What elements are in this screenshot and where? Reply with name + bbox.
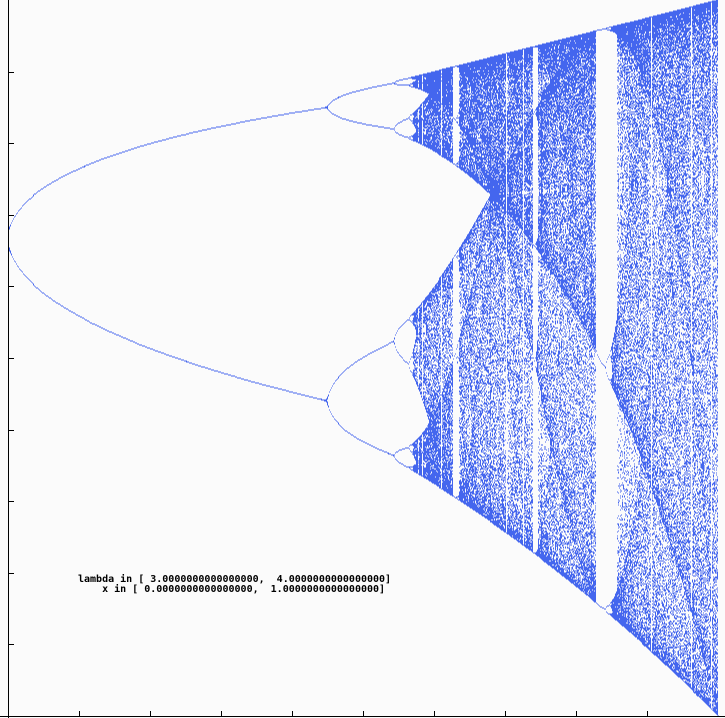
x-range-label: x in [ 0.0000000000000000, 1.00000000000… <box>78 584 386 595</box>
bifurcation-points <box>8 0 719 717</box>
lambda-range-label: lambda in [ 3.0000000000000000, 4.000000… <box>78 574 392 585</box>
